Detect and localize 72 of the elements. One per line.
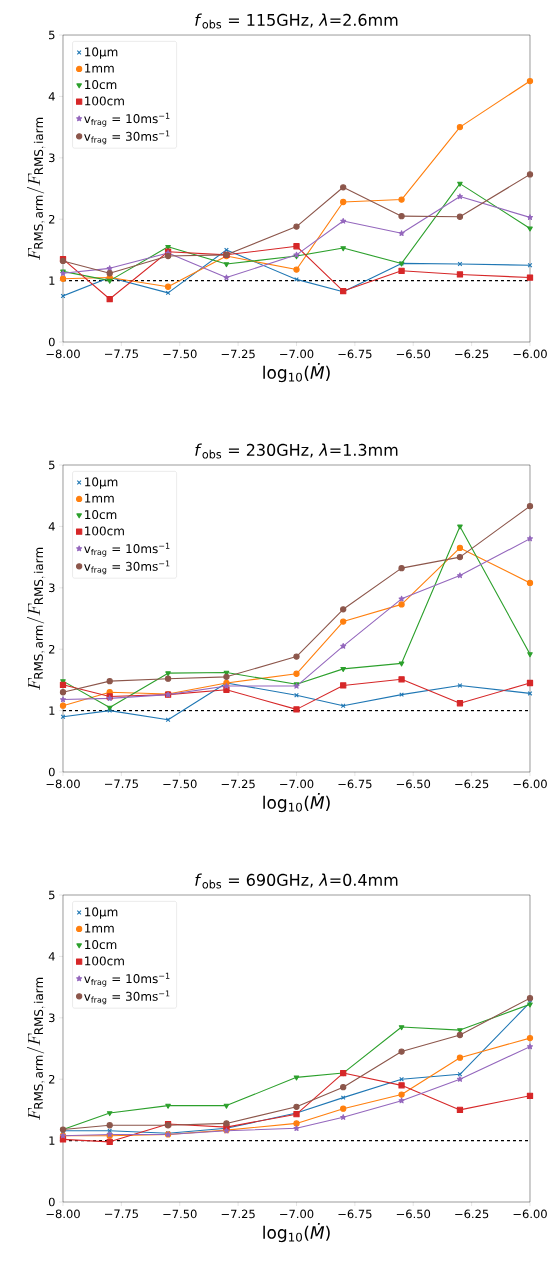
legend-label: v$_{frag}$ = 30ms$^{−1}$ xyxy=(84,990,170,1005)
x-tick-label: −6.25 xyxy=(455,349,489,359)
y-tick-label: 3 xyxy=(49,583,55,593)
y-tick-label: 0 xyxy=(48,1197,55,1207)
y-tick-label: 5 xyxy=(49,890,55,900)
x-tick-label: −7.25 xyxy=(221,349,255,359)
x-tick-label: −7.25 xyxy=(221,1209,255,1219)
y-tick-label: 4 xyxy=(48,952,55,961)
y-tick-label: 3 xyxy=(49,1013,55,1023)
x-tick-label: −6.75 xyxy=(338,349,372,359)
legend-label: 10µm xyxy=(85,477,118,489)
legend-label: 10cm xyxy=(85,510,117,520)
x-tick-label: −6.75 xyxy=(338,1209,372,1219)
y-tick-label: 2 xyxy=(49,214,55,224)
y-tick-label: 4 xyxy=(48,522,55,531)
x-tick-label: −7.75 xyxy=(104,779,138,789)
legend-label: 10µm xyxy=(85,907,118,919)
legend-label: v$_{frag}$ = 10ms$^{−1}$ xyxy=(84,542,170,557)
legend-label: 1mm xyxy=(85,923,114,933)
legend-label: 100cm xyxy=(85,956,124,966)
x-tick-label: −7.25 xyxy=(221,779,255,789)
x-tick-label: −6.00 xyxy=(513,1209,547,1219)
legend-label: 1mm xyxy=(85,493,114,503)
legend-label: v$_{frag}$ = 10ms$^{−1}$ xyxy=(84,112,170,127)
legend-label: 100cm xyxy=(85,96,124,106)
legend-label: 100cm xyxy=(85,526,124,536)
y-tick-label: 0 xyxy=(48,767,55,777)
chart-title: f$_{obs}$ = 115GHz, λ=2.6mm xyxy=(195,13,398,29)
y-tick-label: 4 xyxy=(48,92,55,101)
y-tick-label: 2 xyxy=(49,1074,55,1084)
x-tick-label: −6.00 xyxy=(513,349,547,359)
y-axis-title: $F_{\mathrm{RMS,\,arm}}/F_{\mathrm{RMS,\,iarm}}$ xyxy=(26,977,46,1120)
x-axis-title: log$_{10}$(Ṁ) xyxy=(263,363,330,383)
x-tick-label: −7.00 xyxy=(280,1209,314,1219)
legend-label: 10cm xyxy=(85,80,117,90)
x-axis-title: log$_{10}$(Ṁ) xyxy=(263,793,330,813)
legend-label: 10cm xyxy=(85,940,117,950)
chart-title: f$_{obs}$ = 690GHz, λ=0.4mm xyxy=(195,873,398,889)
y-tick-label: 2 xyxy=(49,644,55,654)
y-tick-label: 5 xyxy=(49,460,55,470)
x-tick-label: −8.00 xyxy=(46,1209,80,1219)
x-tick-label: −7.50 xyxy=(163,1209,197,1219)
y-axis-title: $F_{\mathrm{RMS,\,arm}}/F_{\mathrm{RMS,\,iarm}}$ xyxy=(26,547,46,690)
y-tick-label: 0 xyxy=(48,337,55,347)
legend-label: 1mm xyxy=(85,63,114,73)
x-tick-label: −7.00 xyxy=(280,779,314,789)
x-tick-label: −8.00 xyxy=(46,779,80,789)
x-tick-label: −6.50 xyxy=(396,1209,431,1219)
x-tick-label: −6.50 xyxy=(396,779,431,789)
y-tick-label: 1 xyxy=(49,706,55,715)
legend-label: 10µm xyxy=(85,47,118,59)
x-tick-label: −6.00 xyxy=(513,779,547,789)
legend-label: v$_{frag}$ = 30ms$^{−1}$ xyxy=(84,560,170,575)
x-tick-label: −6.50 xyxy=(396,349,431,359)
x-tick-label: −6.25 xyxy=(455,1209,489,1219)
x-tick-label: −8.00 xyxy=(46,349,80,359)
chart-title: f$_{obs}$ = 230GHz, λ=1.3mm xyxy=(195,443,398,459)
x-tick-label: −7.00 xyxy=(280,349,314,359)
legend-label: v$_{frag}$ = 10ms$^{−1}$ xyxy=(84,972,170,987)
x-tick-label: −7.75 xyxy=(104,1209,138,1219)
x-tick-label: −6.75 xyxy=(338,779,372,789)
x-tick-label: −7.50 xyxy=(163,779,197,789)
y-tick-label: 5 xyxy=(49,30,55,40)
legend-label: v$_{frag}$ = 30ms$^{−1}$ xyxy=(84,130,170,145)
x-axis-title: log$_{10}$(Ṁ) xyxy=(263,1223,330,1243)
y-tick-label: 1 xyxy=(49,1136,55,1145)
x-tick-label: −7.50 xyxy=(163,349,197,359)
x-tick-label: −7.75 xyxy=(104,349,138,359)
y-tick-label: 3 xyxy=(49,153,55,163)
y-axis-title: $F_{\mathrm{RMS,\,arm}}/F_{\mathrm{RMS,\,iarm}}$ xyxy=(26,117,46,260)
x-tick-label: −6.25 xyxy=(455,779,489,789)
y-tick-label: 1 xyxy=(49,276,55,285)
